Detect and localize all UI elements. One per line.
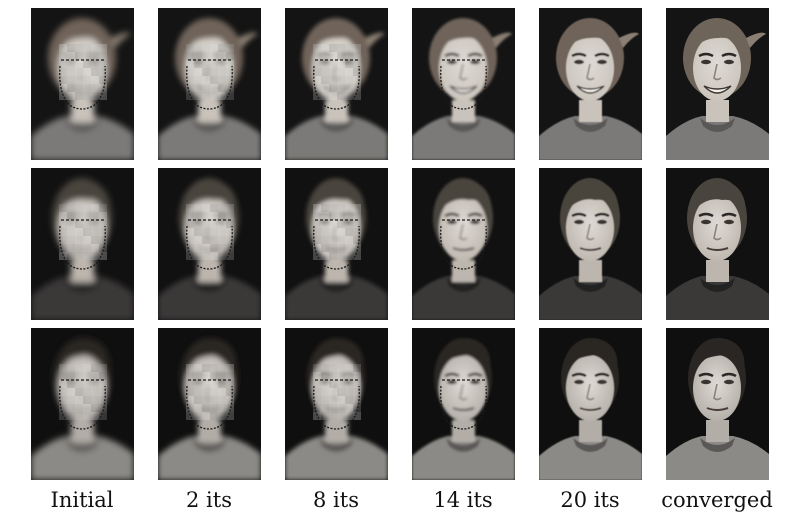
portrait-drawing: [539, 168, 642, 320]
face-image: [31, 168, 134, 320]
face-image: [31, 328, 134, 480]
portrait-drawing: [666, 168, 769, 320]
portrait-drawing: [539, 8, 642, 160]
face-image: [539, 328, 642, 480]
portrait-drawing: [412, 328, 515, 480]
portrait-drawing: [412, 168, 515, 320]
face-image: [285, 328, 388, 480]
column-caption: 14 its: [433, 488, 493, 512]
face-image: [285, 168, 388, 320]
portrait-drawing: [31, 168, 134, 320]
portrait-drawing: [158, 8, 261, 160]
portrait-drawing: [666, 328, 769, 480]
face-image: [412, 328, 515, 480]
face-image: [666, 8, 769, 160]
face-image: [539, 8, 642, 160]
face-image: [666, 168, 769, 320]
column-caption: 2 its: [186, 488, 232, 512]
column-caption: converged: [661, 488, 773, 512]
column-caption: Initial: [50, 488, 114, 512]
portrait-drawing: [539, 328, 642, 480]
portrait-drawing: [31, 328, 134, 480]
column-caption: 20 its: [560, 488, 620, 512]
portrait-drawing: [285, 8, 388, 160]
portrait-drawing: [31, 8, 134, 160]
face-image: [666, 328, 769, 480]
portrait-drawing: [285, 328, 388, 480]
face-image: [158, 8, 261, 160]
portrait-drawing: [412, 8, 515, 160]
face-image: [285, 8, 388, 160]
portrait-drawing: [285, 168, 388, 320]
portrait-drawing: [666, 8, 769, 160]
portrait-drawing: [158, 328, 261, 480]
portrait-drawing: [158, 168, 261, 320]
column-caption: 8 its: [313, 488, 359, 512]
face-image: [412, 168, 515, 320]
face-image: [31, 8, 134, 160]
face-image: [539, 168, 642, 320]
face-image: [412, 8, 515, 160]
face-image: [158, 328, 261, 480]
face-image: [158, 168, 261, 320]
